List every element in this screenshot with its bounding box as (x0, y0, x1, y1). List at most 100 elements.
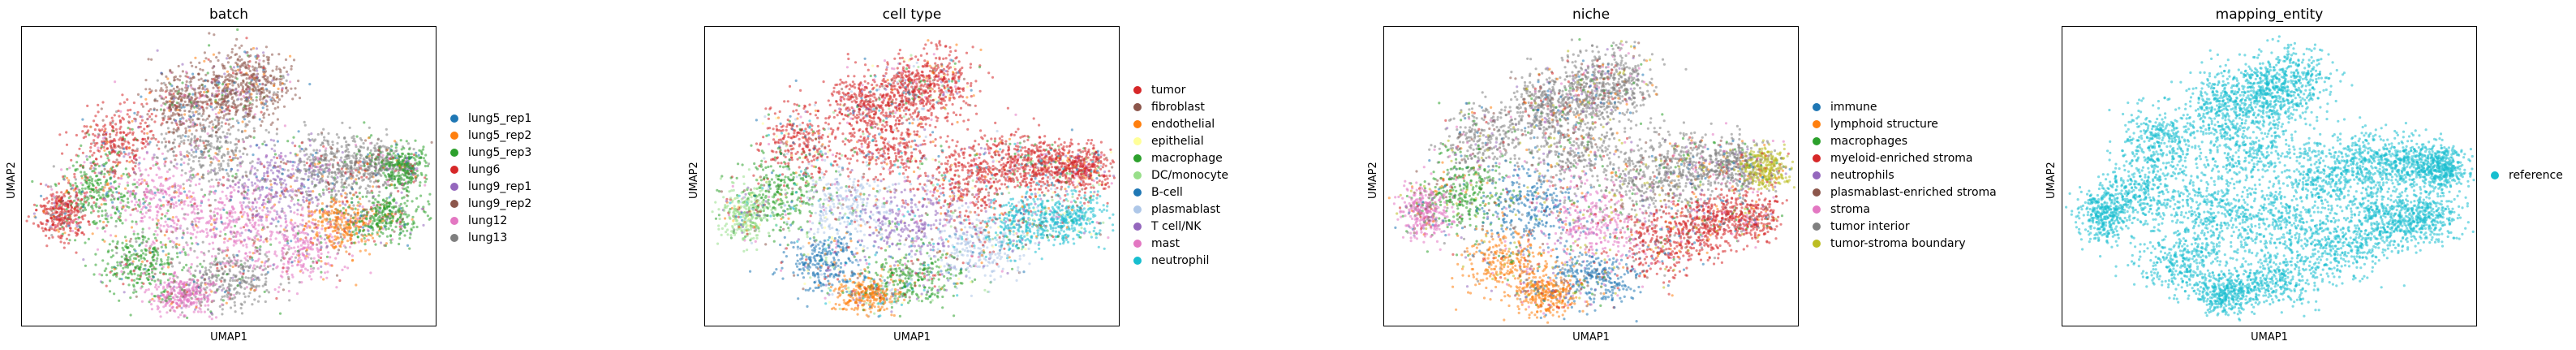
scatter-point (202, 176, 205, 179)
scatter-point (253, 166, 256, 170)
scatter-point (168, 130, 171, 134)
scatter-point (393, 149, 397, 153)
scatter-point (65, 143, 69, 146)
scatter-point (176, 108, 179, 112)
scatter-point (191, 119, 194, 122)
scatter-point (196, 205, 199, 208)
scatter-point (179, 192, 183, 196)
scatter-point (177, 127, 180, 131)
scatter-point (157, 166, 160, 170)
scatter-point (217, 252, 221, 255)
scatter-point (321, 175, 325, 178)
scatter-point (220, 106, 224, 110)
scatter-point (234, 211, 237, 214)
scatter-point (266, 80, 269, 84)
scatter-point (219, 230, 222, 233)
scatter-point (110, 216, 113, 219)
scatter-point (254, 260, 257, 263)
scatter-point (171, 111, 175, 115)
scatter-point (97, 128, 101, 132)
scatter-point (155, 156, 158, 159)
scatter-point (240, 231, 243, 235)
scatter-point (197, 220, 200, 223)
scatter-point (254, 79, 257, 82)
scatter-point (389, 157, 392, 161)
scatter-point (266, 76, 269, 79)
scatter-point (133, 183, 136, 186)
scatter-point (221, 83, 225, 86)
scatter-point (92, 190, 96, 193)
scatter-point (221, 308, 224, 311)
scatter-point (269, 183, 273, 186)
scatter-point (144, 79, 148, 82)
scatter-point (243, 238, 247, 241)
scatter-point (58, 133, 62, 136)
scatter-point (273, 178, 277, 181)
scatter-point (92, 201, 96, 205)
scatter-point (180, 158, 183, 161)
scatter-point (243, 295, 247, 298)
scatter-point (221, 75, 224, 79)
scatter-point (277, 171, 281, 174)
scatter-point (301, 198, 305, 201)
scatter-point (166, 266, 170, 269)
scatter-point (151, 264, 154, 267)
scatter-point (111, 206, 114, 210)
scatter-point (155, 259, 158, 262)
scatter-point (252, 86, 256, 89)
scatter-point (215, 56, 218, 59)
scatter-point (359, 153, 362, 157)
scatter-point (273, 144, 277, 147)
scatter-point (131, 132, 135, 136)
scatter-point (214, 98, 217, 102)
scatter-point (143, 190, 146, 193)
scatter-point (285, 70, 289, 73)
scatter-point (281, 167, 284, 171)
scatter-point (279, 83, 282, 86)
scatter-point (226, 273, 229, 276)
scatter-point (418, 157, 421, 160)
scatter-point (210, 127, 213, 130)
scatter-point (337, 136, 340, 139)
scatter-point (127, 132, 130, 136)
scatter-point (114, 133, 118, 136)
scatter-point (234, 106, 237, 109)
scatter-point (147, 189, 150, 192)
scatter-point (172, 203, 176, 206)
scatter-point (200, 165, 203, 168)
scatter-point (208, 242, 211, 245)
scatter-point (136, 281, 140, 284)
scatter-point (170, 97, 174, 101)
scatter-point (333, 185, 336, 188)
scatter-point (183, 113, 187, 116)
scatter-point (335, 133, 338, 136)
scatter-point (166, 101, 169, 104)
scatter-point (204, 119, 208, 122)
scatter-point (119, 110, 123, 113)
scatter-point (396, 174, 399, 177)
scatter-point (283, 83, 286, 86)
scatter-point (277, 53, 281, 56)
scatter-point (393, 140, 397, 143)
scatter-point (258, 58, 261, 62)
scatter-point (338, 169, 342, 172)
scatter-point (74, 169, 77, 172)
scatter-point (132, 253, 135, 256)
scatter-point (196, 243, 200, 246)
scatter-point (174, 113, 177, 116)
scatter-point (231, 179, 234, 183)
scatter-point (174, 158, 177, 162)
scatter-point (266, 166, 269, 170)
scatter-point (281, 172, 284, 175)
scatter-point (80, 216, 84, 219)
scatter-point (314, 151, 317, 154)
scatter-point (340, 167, 343, 171)
scatter-point (193, 198, 196, 201)
scatter-point (183, 190, 187, 193)
scatter-point (418, 162, 421, 166)
scatter-point (160, 95, 163, 98)
scatter-point (347, 176, 350, 180)
scatter-point (128, 127, 132, 131)
scatter-point (320, 141, 324, 145)
scatter-point (108, 150, 111, 153)
